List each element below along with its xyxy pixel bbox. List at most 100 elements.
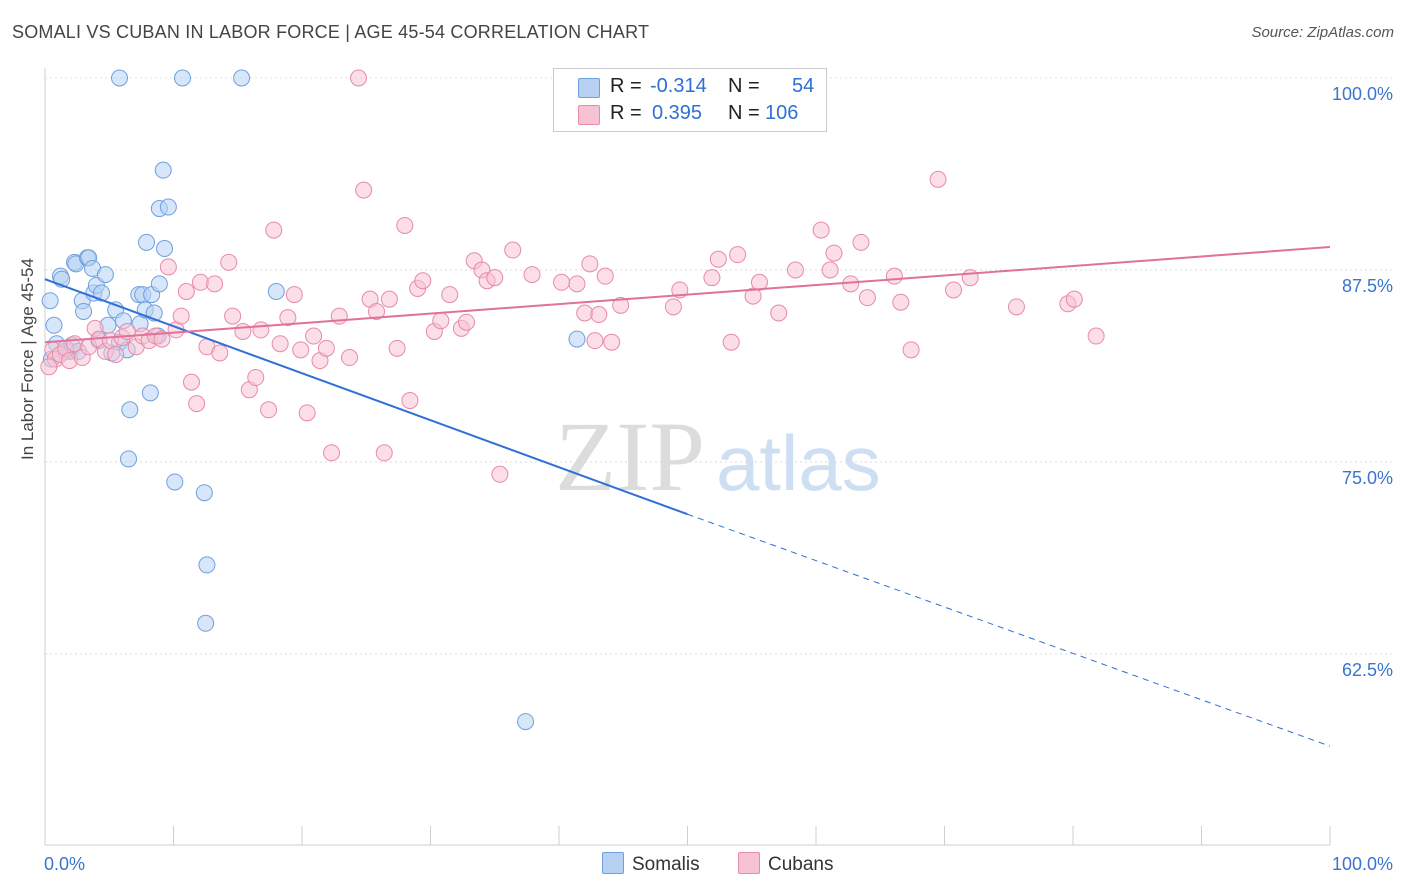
- cubans-point: [177, 283, 195, 301]
- somalis-point: [150, 275, 168, 293]
- somalis-trend-line: [44, 278, 688, 516]
- cubans-point: [182, 373, 200, 391]
- cubans-point: [414, 272, 432, 290]
- cubans-point: [1087, 327, 1105, 345]
- cubans-point: [852, 233, 870, 251]
- cubans-point: [576, 304, 594, 322]
- cubans-legend-swatch: [738, 852, 760, 874]
- watermark-zip: ZIP: [555, 401, 705, 512]
- cubans-point: [750, 273, 768, 291]
- cubans-point: [858, 289, 876, 307]
- cubans-point: [603, 333, 621, 351]
- somalis-point: [45, 316, 63, 334]
- cubans-point: [586, 332, 604, 350]
- cubans-point: [396, 216, 414, 234]
- somalis-point: [111, 69, 129, 87]
- somalis-point: [120, 450, 138, 468]
- source-credit: Source: ZipAtlas.com: [1251, 24, 1394, 41]
- trend-lines: [44, 245, 1331, 747]
- cubans-point: [457, 313, 475, 331]
- cubans-point: [188, 395, 206, 413]
- cubans-point: [961, 269, 979, 287]
- legend-n-value: 54: [792, 75, 815, 97]
- legend-n-label: N =: [728, 75, 760, 97]
- cubans-point: [247, 369, 265, 387]
- cubans-point: [491, 465, 509, 483]
- cubans-point: [902, 341, 920, 359]
- cubans-point: [206, 275, 224, 293]
- somalis-point: [166, 473, 184, 491]
- cubans-point: [432, 312, 450, 330]
- y-tick-label: 100.0%: [1332, 84, 1393, 104]
- cubans-point: [821, 261, 839, 279]
- cubans-point: [441, 286, 459, 304]
- somalis-legend-swatch: [602, 852, 624, 874]
- cubans-point: [401, 392, 419, 410]
- chart-title: SOMALI VS CUBAN IN LABOR FORCE | AGE 45-…: [12, 22, 650, 42]
- somalis-point: [121, 401, 139, 419]
- bottom-legend-somalis: Somalis: [602, 852, 700, 876]
- cubans-legend-label: Cubans: [768, 854, 834, 875]
- cubans-point: [825, 244, 843, 262]
- cubans-point: [298, 404, 316, 422]
- cubans-point: [350, 69, 368, 87]
- legend-r-value: -0.314: [650, 75, 707, 97]
- tick-labels: 62.5% 75.0% 87.5% 100.0% 0.0% 100.0%: [44, 84, 1393, 874]
- cubans-point: [770, 304, 788, 322]
- cubans-point: [1007, 298, 1025, 316]
- cubans-point: [812, 221, 830, 239]
- cubans-point: [191, 273, 209, 291]
- cubans-point: [211, 344, 229, 362]
- somalis-point: [41, 292, 59, 310]
- cubans-point: [729, 246, 747, 264]
- y-tick-label: 87.5%: [1342, 276, 1393, 296]
- x-tick-label-start: 0.0%: [44, 854, 85, 874]
- cubans-point: [252, 321, 270, 339]
- cubans-point: [553, 273, 571, 291]
- watermark-atlas: atlas: [716, 419, 881, 507]
- legend-n-value: 106: [765, 102, 799, 124]
- somalis-trend-extrapolation: [687, 513, 1331, 747]
- cubans-point: [786, 261, 804, 279]
- cubans-point: [664, 298, 682, 316]
- cubans-point: [234, 322, 252, 340]
- y-tick-label: 62.5%: [1342, 660, 1393, 680]
- cubans-point: [929, 170, 947, 188]
- x-tick-label-end: 100.0%: [1332, 854, 1393, 874]
- cubans-point: [305, 327, 323, 345]
- cubans-point: [323, 444, 341, 462]
- somalis-point: [267, 283, 285, 301]
- cubans-point: [107, 345, 125, 363]
- cubans-point: [260, 401, 278, 419]
- cubans-point: [380, 290, 398, 308]
- cubans-point: [722, 333, 740, 351]
- somalis-legend-label: Somalis: [632, 854, 700, 875]
- cubans-point: [596, 267, 614, 285]
- somalis-point: [517, 713, 535, 731]
- somalis-point: [233, 69, 251, 87]
- somalis-point: [195, 484, 213, 502]
- somalis-point: [568, 330, 586, 348]
- cubans-point: [486, 269, 504, 287]
- correlation-legend: R = -0.314 N = 54 R = 0.395 N = 106: [553, 68, 827, 132]
- axes: [44, 68, 1331, 846]
- somalis-point: [141, 384, 159, 402]
- cubans-point: [265, 221, 283, 239]
- cubans-point: [892, 293, 910, 311]
- y-axis-label: In Labor Force | Age 45-54: [18, 258, 37, 460]
- cubans-point: [279, 309, 297, 327]
- legend-r-label: R =: [610, 75, 642, 97]
- cubans-point: [224, 307, 242, 325]
- somalis-point: [138, 233, 156, 251]
- cubans-point: [581, 255, 599, 273]
- cubans-point: [220, 253, 238, 271]
- somalis-swatch: [578, 78, 600, 98]
- somalis-point: [75, 302, 93, 320]
- cubans-point: [744, 287, 762, 305]
- cubans-trend-line: [44, 245, 1331, 344]
- somalis-point: [93, 284, 111, 302]
- cubans-point: [612, 296, 630, 314]
- cubans-point: [523, 266, 541, 284]
- cubans-point: [172, 307, 190, 325]
